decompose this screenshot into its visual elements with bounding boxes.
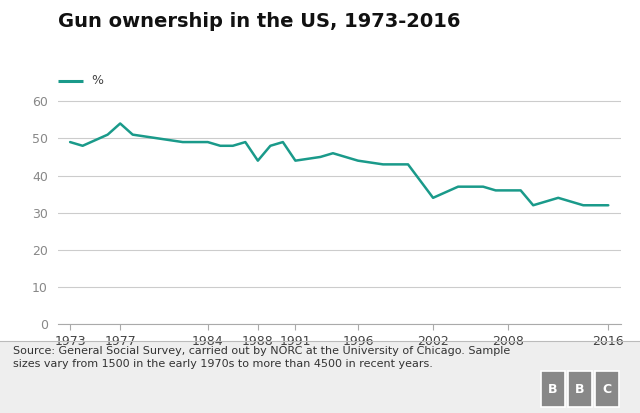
- Text: Source: General Social Survey, carried out by NORC at the University of Chicago.: Source: General Social Survey, carried o…: [13, 346, 510, 369]
- Text: B: B: [548, 382, 557, 396]
- Text: B: B: [575, 382, 584, 396]
- Text: C: C: [602, 382, 611, 396]
- Text: Gun ownership in the US, 1973-2016: Gun ownership in the US, 1973-2016: [58, 12, 460, 31]
- Text: %: %: [91, 74, 103, 87]
